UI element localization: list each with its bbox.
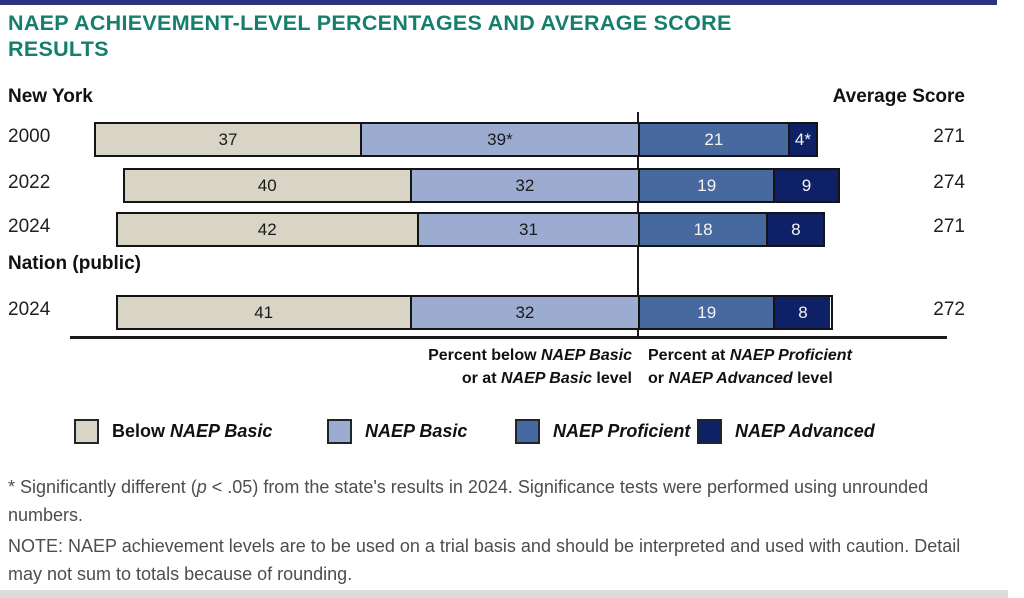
- bar-segment-below_basic: 40: [124, 170, 410, 201]
- bar-segment-below_basic: 37: [96, 124, 360, 155]
- page-title: NAEP ACHIEVEMENT-LEVEL PERCENTAGES AND A…: [8, 10, 998, 62]
- bar-segment-advanced: 9: [773, 170, 838, 201]
- legend-swatch-basic: [327, 419, 352, 444]
- x-axis-line: [70, 336, 947, 339]
- average-score-value: 271: [933, 126, 965, 147]
- legend-swatch-proficient: [515, 419, 540, 444]
- footnotes: * Significantly different (p < .05) from…: [8, 473, 962, 588]
- average-score-value: 271: [933, 216, 965, 237]
- legend-label: Below NAEP Basic: [112, 421, 273, 441]
- legend-item: Below NAEP Basic: [74, 419, 272, 444]
- top-accent-bar: [0, 0, 997, 5]
- stacked-bar: 40 32 19 9: [122, 168, 840, 203]
- bar-segment-basic: 39*: [359, 124, 638, 155]
- year-label: 2024: [8, 216, 51, 237]
- group-label-nation: Nation (public): [8, 253, 141, 274]
- axis-caption-left: Percent below NAEP Basic or at NAEP Basi…: [280, 344, 632, 390]
- jurisdiction-label: New York: [8, 86, 93, 107]
- bar-segment-advanced: 8: [773, 297, 831, 328]
- axis-caption-right-line1: Percent at NAEP Proficient: [648, 347, 852, 364]
- stacked-bar: 42 31 18 8: [115, 212, 826, 247]
- legend-item: NAEP Basic: [327, 419, 467, 444]
- bar-segment-proficient: 19: [637, 170, 774, 201]
- legend-label: NAEP Basic: [365, 421, 468, 441]
- bar-segment-below_basic: 42: [117, 214, 417, 245]
- average-score-value: 272: [933, 299, 965, 320]
- legend-swatch-below_basic: [74, 419, 99, 444]
- legend-label: NAEP Advanced: [735, 421, 875, 441]
- legend-item: NAEP Advanced: [697, 419, 875, 444]
- bar-segment-proficient: 21: [637, 124, 788, 155]
- bar-segment-advanced: 8: [766, 214, 824, 245]
- average-score-value: 274: [933, 172, 965, 193]
- legend-item: NAEP Proficient: [515, 419, 690, 444]
- year-label: 2022: [8, 172, 51, 193]
- bar-segment-below_basic: 41: [117, 297, 410, 328]
- bar-segment-proficient: 19: [637, 297, 774, 328]
- average-score-header: Average Score: [832, 86, 965, 107]
- year-label: 2000: [8, 126, 51, 147]
- stacked-bar: 41 32 19 8: [115, 295, 833, 330]
- bar-segment-basic: 32: [409, 297, 638, 328]
- page-title-line2: RESULTS: [8, 37, 109, 61]
- proficient-divider-line: [637, 112, 639, 338]
- legend-label: NAEP Proficient: [553, 421, 691, 441]
- axis-caption-right-line2: or NAEP Advanced level: [648, 370, 833, 387]
- bar-segment-advanced: 4*: [787, 124, 817, 155]
- bar-segment-proficient: 18: [637, 214, 767, 245]
- axis-caption-right: Percent at NAEP Proficient or NAEP Advan…: [648, 344, 978, 390]
- bar-segment-basic: 32: [409, 170, 638, 201]
- note-footnote: NOTE: NAEP achievement levels are to be …: [8, 536, 961, 584]
- legend-swatch-advanced: [697, 419, 722, 444]
- year-label: 2024: [8, 299, 51, 320]
- axis-caption-left-line2: or at NAEP Basic level: [461, 370, 632, 387]
- bar-segment-basic: 31: [416, 214, 638, 245]
- significance-footnote: * Significantly different (p < .05) from…: [8, 477, 929, 525]
- page-title-line1: NAEP ACHIEVEMENT-LEVEL PERCENTAGES AND A…: [8, 11, 732, 35]
- stacked-bar: 37 39* 21 4*: [94, 122, 819, 157]
- axis-caption-left-line1: Percent below NAEP Basic: [428, 347, 632, 364]
- bottom-strip: [0, 590, 1008, 598]
